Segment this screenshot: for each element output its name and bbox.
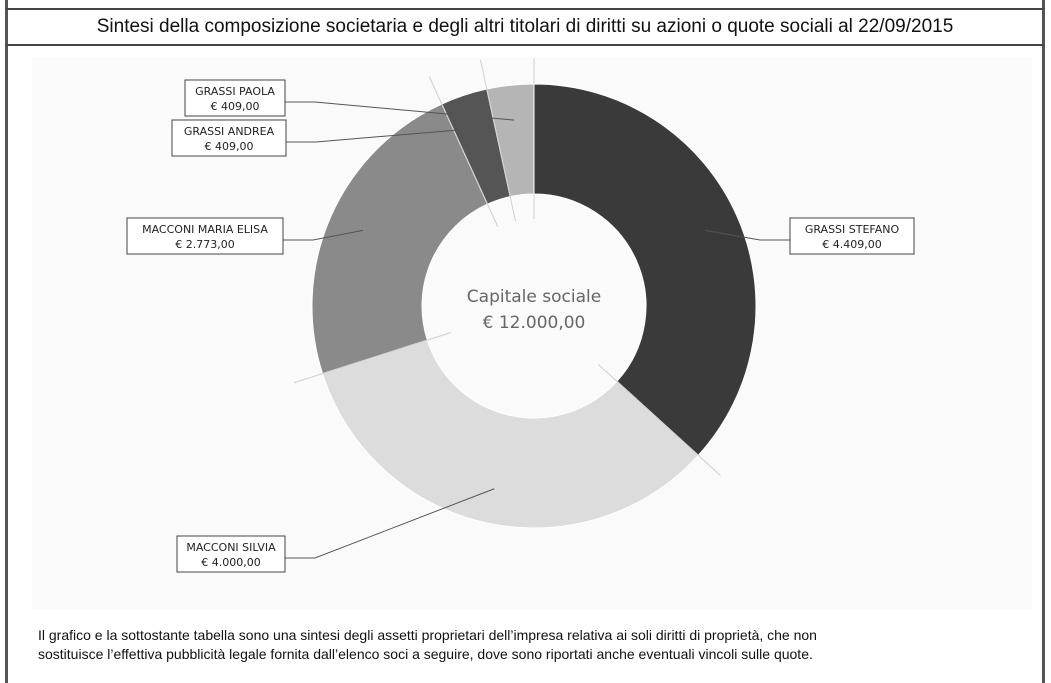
slice-label-box — [184, 79, 286, 117]
slice-value-label: € 4.000,00 — [201, 556, 260, 569]
center-label-title: Capitale sociale — [467, 287, 601, 307]
page-frame — [5, 0, 1045, 683]
slice-name-label: GRASSI ANDREA — [184, 125, 275, 138]
donut-slice-grassi-stefano — [533, 83, 757, 457]
leader-line — [285, 101, 515, 121]
chart-area: GRASSI STEFANO € 4.409,00 MACCONI SILVIA € … — [32, 58, 1032, 610]
leader-line — [704, 229, 790, 241]
leader-line — [283, 229, 364, 241]
footnote-line-1: Il grafico e la sottostante tabella sono… — [38, 627, 817, 643]
donut-chart: GRASSI STEFANO € 4.409,00 MACCONI SILVIA € … — [126, 58, 915, 573]
leader-line — [285, 488, 495, 559]
slice-divider — [293, 332, 452, 384]
leader-line — [286, 128, 476, 143]
slice-divider — [598, 364, 721, 476]
slice-label-box — [789, 217, 915, 255]
slice-name-label: GRASSI STEFANO — [805, 223, 900, 236]
slice-label-box — [171, 119, 287, 157]
page-title: Sintesi della composizione societaria e … — [96, 16, 954, 37]
center-label-value: € 12.000,00 — [483, 313, 586, 333]
donut-slice-macconi-maria-elisa — [311, 103, 489, 375]
slice-name-label: MACCONI MARIA ELISA — [142, 223, 268, 236]
slice-name-label: MACCONI SILVIA — [186, 541, 276, 554]
slice-divider — [479, 59, 516, 222]
slice-label-box — [126, 217, 284, 255]
slice-divider — [428, 76, 499, 228]
slice-value-label: € 409,00 — [211, 100, 260, 113]
slice-value-label: € 4.409,00 — [822, 238, 881, 251]
section-header: Sintesi della composizione societaria e … — [5, 8, 1045, 46]
slice-name-label: GRASSI PAOLA — [195, 85, 275, 98]
footnote: Il grafico e la sottostante tabella sono… — [38, 626, 1038, 664]
slice-label-box — [176, 535, 286, 573]
donut-slice-grassi-paola — [486, 83, 535, 198]
slice-value-label: € 2.773,00 — [175, 238, 234, 251]
slice-value-label: € 409,00 — [205, 140, 254, 153]
donut-slice-macconi-silvia — [321, 339, 699, 529]
footnote-line-2: sostituisce l’effettiva pubblicità legal… — [38, 646, 813, 662]
